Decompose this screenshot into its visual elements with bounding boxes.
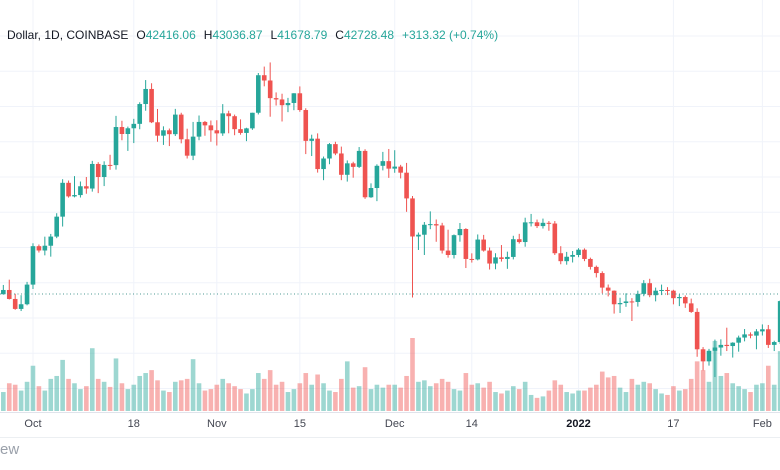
time-axis[interactable]: Oct 18 Nov 15 Dec 14 2022 17 Feb bbox=[0, 412, 780, 438]
ohlc-close: C42728.48 bbox=[335, 28, 394, 42]
tradingview-watermark: ew bbox=[0, 441, 20, 458]
time-axis-label: Feb bbox=[752, 418, 772, 430]
low-label: L bbox=[270, 28, 278, 42]
time-axis-label: Oct bbox=[24, 418, 42, 430]
open-value: 42416.06 bbox=[145, 28, 196, 42]
ohlc-low: L41678.79 bbox=[271, 28, 328, 42]
ohlc-open: O42416.06 bbox=[136, 28, 195, 42]
time-axis-label: 15 bbox=[293, 418, 306, 430]
price-chart-canvas[interactable] bbox=[0, 0, 780, 412]
time-axis-label: 14 bbox=[465, 418, 478, 430]
time-axis-label: Nov bbox=[207, 418, 227, 430]
close-label: C bbox=[335, 28, 344, 42]
time-axis-label: 18 bbox=[127, 418, 140, 430]
high-value: 43036.87 bbox=[212, 28, 263, 42]
time-axis-label: Dec bbox=[384, 418, 405, 430]
low-value: 41678.79 bbox=[277, 28, 328, 42]
close-value: 42728.48 bbox=[343, 28, 394, 42]
change-value: +313.32 (+0.74%) bbox=[402, 28, 499, 42]
symbol-legend: Dollar, 1D, COINBASE O42416.06 H43036.87… bbox=[7, 28, 498, 42]
symbol-title[interactable]: Dollar, 1D, COINBASE bbox=[7, 28, 129, 42]
open-label: O bbox=[136, 28, 146, 42]
time-axis-label: 2022 bbox=[566, 418, 591, 430]
ohlc-high: H43036.87 bbox=[204, 28, 263, 42]
high-label: H bbox=[203, 28, 213, 42]
time-axis-label: 17 bbox=[667, 418, 680, 430]
